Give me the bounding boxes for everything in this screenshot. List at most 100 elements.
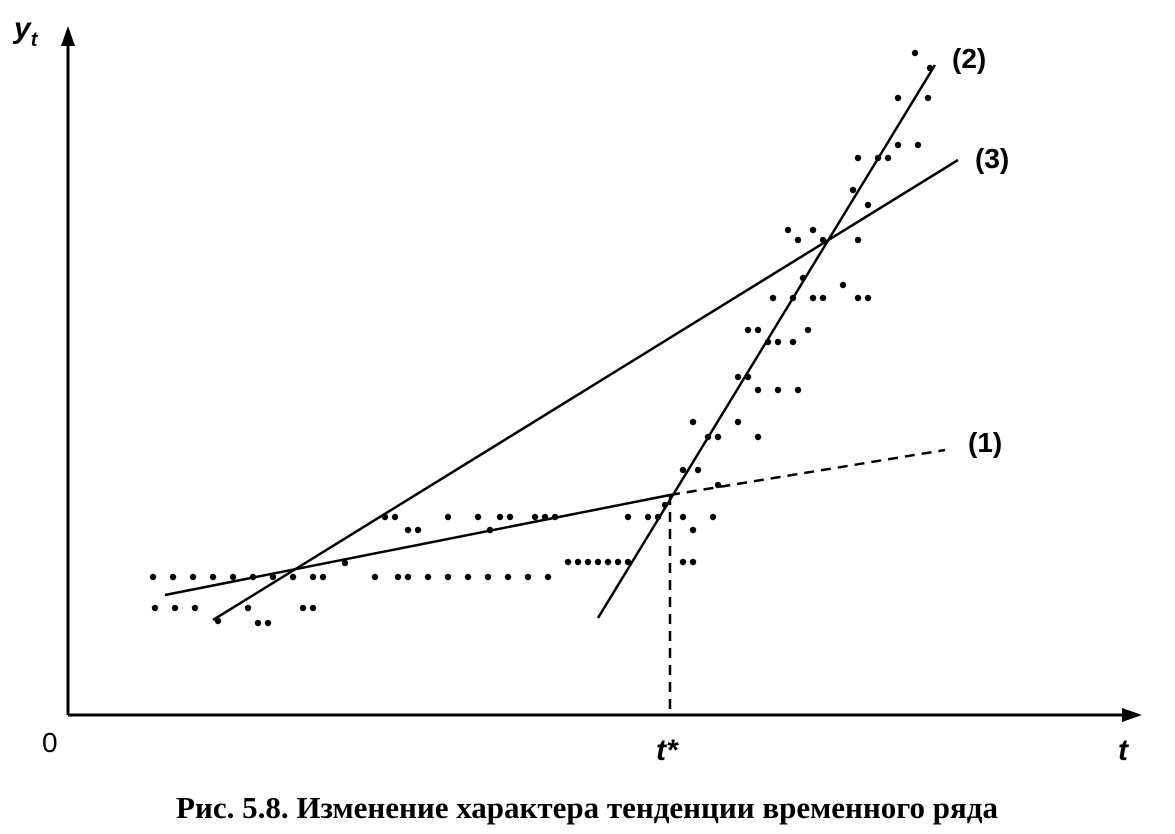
observation-dot [694,466,702,474]
observation-dot [584,558,592,566]
trend-line-1 [164,493,671,597]
observation-dot [574,558,582,566]
observation-dot [789,338,797,346]
observation-dot [769,294,777,302]
observation-dot [404,573,412,581]
observation-dot [854,294,862,302]
observation-dot [854,236,862,244]
observation-dot [744,373,752,381]
observation-dot [849,186,857,194]
observation-dot [341,559,349,567]
observation-dot [169,573,177,581]
observation-dot [269,573,277,581]
observation-dot [151,604,159,612]
observation-dot [794,386,802,394]
caption-number: Рис. 5.8. [176,790,289,825]
y-arrow [61,26,75,46]
observation-dot [689,418,697,426]
observation-dot [189,573,197,581]
observation-dot [884,154,892,162]
observation-dot [299,604,307,612]
observation-dot [911,49,919,57]
observation-dot [319,573,327,581]
observation-dot [624,513,632,521]
observation-dot [594,558,602,566]
observation-dot [551,513,559,521]
observation-dot [924,94,932,102]
observation-dot [544,573,552,581]
observation-dot [464,573,472,581]
observation-dot [926,64,934,72]
observation-dot [506,513,514,521]
observation-dot [714,481,722,489]
observation-dot [894,94,902,102]
observation-dot [381,513,389,521]
observation-dot [496,513,504,521]
origin-label: 0 [42,727,58,758]
observation-dot [744,326,752,334]
caption: Рис. 5.8. Изменение характера тенденции … [176,790,998,825]
observation-dot [689,558,697,566]
observation-dot [524,573,532,581]
observation-dot [484,573,492,581]
line-label: (3) [975,143,1009,174]
observation-dot [679,513,687,521]
observation-dot [254,619,262,627]
observation-dot [624,558,632,566]
observation-dot [644,513,652,521]
observation-dot [864,201,872,209]
observation-dot [564,558,572,566]
caption-text: Изменение характера тенденции временного… [296,790,998,825]
observation-dot [874,154,882,162]
observation-dot [764,338,772,346]
observation-dot [914,141,922,149]
line-label: (1) [968,427,1002,458]
observation-dot [424,573,432,581]
observation-dot [171,604,179,612]
observation-dot [839,281,847,289]
observation-dot [229,573,237,581]
observation-dot [809,294,817,302]
observation-dot [679,466,687,474]
observation-dot [784,226,792,234]
observation-dot [794,236,802,244]
observations [149,49,934,627]
observation-dot [809,226,817,234]
observation-dot [394,573,402,581]
observation-dot [504,573,512,581]
observation-dot [214,617,222,625]
observation-dot [754,433,762,441]
observation-dot [819,236,827,244]
observation-dot [391,513,399,521]
observation-dot [689,526,697,534]
observation-dot [531,513,539,521]
observation-dot [444,573,452,581]
observation-dot [709,513,717,521]
observation-dot [289,573,297,581]
observation-dot [819,294,827,302]
observation-dot [371,573,379,581]
trend-line-3 [212,158,959,622]
observation-dot [754,326,762,334]
observation-dot [444,513,452,521]
observation-dot [604,558,612,566]
observation-dot [661,501,669,509]
break-point-label: t* [656,734,679,767]
y-label-main: y [12,12,32,45]
x-arrow [1122,708,1142,722]
observation-dot [854,154,862,162]
observation-dot [486,526,494,534]
observation-dot [774,386,782,394]
x-axis-label: t [1118,734,1130,767]
observation-dot [734,418,742,426]
observation-dot [864,294,872,302]
line-label: (2) [952,43,986,74]
observation-dot [309,604,317,612]
observation-dot [654,513,662,521]
observation-dot [309,573,317,581]
observation-dot [209,573,217,581]
observation-dot [249,573,257,581]
observation-dot [244,604,252,612]
observation-dot [754,386,762,394]
observation-dot [264,619,272,627]
